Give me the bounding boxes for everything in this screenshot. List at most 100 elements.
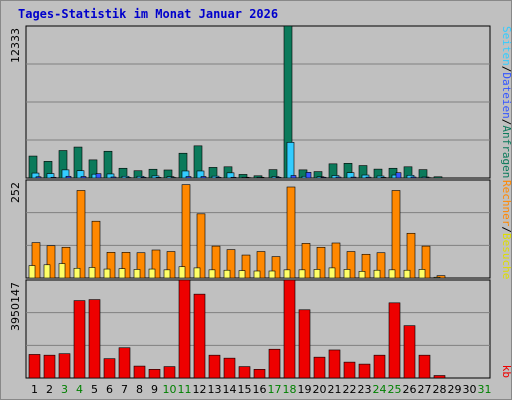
- bar-kb: [193, 293, 206, 379]
- bar-rechner: [316, 246, 326, 279]
- bar-kb: [388, 302, 401, 379]
- legend-entry: Seiten: [500, 26, 512, 66]
- bar-seiten: [350, 176, 357, 179]
- bar-dateien: [346, 172, 355, 179]
- bar-kb: [133, 365, 146, 379]
- x-tick-label: 31: [478, 383, 492, 396]
- bar-besuche: [418, 269, 426, 279]
- bar-seiten: [50, 176, 57, 179]
- bar-besuche: [88, 267, 96, 279]
- x-tick-label: 23: [358, 383, 372, 396]
- x-tick-label: 14: [223, 383, 237, 396]
- bar-kb: [283, 279, 296, 379]
- bar-kb: [208, 354, 221, 379]
- bar-dateien: [151, 175, 160, 179]
- bar-seiten: [155, 177, 162, 179]
- bar-kb: [58, 353, 71, 379]
- legend-entry: /: [500, 66, 512, 73]
- x-axis-labels: 1 2 3 4 5 6 7 8 9 10 11 12 13 14 15 16 17 18 19 20 21 22 23 24 2…: [31, 383, 492, 396]
- bar-kb: [43, 354, 56, 379]
- legend-kb: kb: [500, 365, 512, 378]
- bar-seiten: [290, 175, 297, 179]
- bar-kb: [328, 349, 341, 379]
- x-tick-label: 7: [121, 383, 128, 396]
- x-tick-label: 22: [343, 383, 357, 396]
- panel-visits: 252 Rechner/Besuche: [9, 179, 512, 279]
- bar-seiten: [200, 176, 207, 179]
- bar-rechner: [106, 252, 116, 279]
- bar-besuche: [163, 269, 171, 279]
- bar-besuche: [73, 267, 81, 279]
- bar-seiten: [395, 172, 402, 179]
- bar-seiten: [365, 176, 372, 179]
- legend-entry: /: [500, 119, 512, 126]
- bar-seiten: [335, 176, 342, 179]
- bar-rechner: [361, 253, 371, 279]
- bar-besuche: [373, 269, 381, 279]
- bar-dateien: [406, 174, 415, 179]
- bar-dateien: [286, 142, 295, 179]
- bar-seiten: [185, 176, 192, 179]
- bar-kb: [88, 299, 101, 379]
- bar-seiten: [305, 172, 312, 179]
- bar-besuche: [28, 265, 36, 279]
- bar-seiten: [110, 176, 117, 179]
- bar-rechner: [376, 252, 386, 279]
- bar-seiten: [230, 176, 237, 179]
- bar-rechner: [46, 245, 56, 279]
- bar-kb: [73, 300, 86, 379]
- bar-rechner: [286, 186, 296, 279]
- bar-kb: [223, 357, 236, 379]
- bar-dateien: [361, 174, 370, 179]
- bar-kb: [163, 366, 176, 379]
- bar-rechner: [76, 190, 86, 279]
- bar-besuche: [148, 268, 156, 279]
- bar-rechner: [301, 243, 311, 279]
- x-tick-label: 18: [283, 383, 297, 396]
- bar-seiten: [410, 176, 417, 179]
- legend-entry: Anfragen: [500, 125, 512, 178]
- bar-besuche: [118, 268, 126, 279]
- bar-kb: [358, 363, 371, 379]
- x-tick-label: 11: [178, 383, 192, 396]
- bar-besuche: [178, 266, 186, 279]
- legend-entry: /: [500, 226, 512, 233]
- bar-dateien: [181, 170, 190, 179]
- x-tick-label: 30: [463, 383, 477, 396]
- bar-besuche: [388, 269, 396, 279]
- bar-besuche: [328, 267, 336, 279]
- bar-rechner: [151, 249, 161, 279]
- x-tick-label: 26: [403, 383, 417, 396]
- bar-rechner: [391, 190, 401, 279]
- bar-rechner: [181, 184, 191, 279]
- bar-dateien: [106, 173, 115, 179]
- bar-kb: [373, 354, 386, 379]
- bar-kb: [433, 375, 446, 379]
- bar-besuche: [253, 270, 261, 279]
- x-tick-label: 28: [433, 383, 447, 396]
- bar-dateien: [121, 175, 130, 179]
- bar-seiten: [320, 176, 327, 179]
- bar-rechner: [406, 232, 416, 279]
- bar-dateien: [376, 175, 385, 179]
- bar-rechner: [346, 251, 356, 279]
- x-tick-label: 27: [418, 383, 432, 396]
- x-tick-label: 16: [253, 383, 267, 396]
- bar-kb: [313, 356, 326, 379]
- x-tick-label: 17: [268, 383, 282, 396]
- chart-title: Tages-Statistik im Monat Januar 2026: [18, 7, 278, 21]
- bar-dateien: [226, 172, 235, 179]
- bar-seiten: [140, 176, 147, 179]
- bar-rechner: [31, 242, 41, 279]
- x-tick-label: 5: [91, 383, 98, 396]
- bar-rechner: [436, 275, 446, 279]
- legend-entry: Dateien: [500, 72, 512, 118]
- x-tick-label: 10: [163, 383, 177, 396]
- bar-rechner: [211, 245, 221, 279]
- x-tick-label: 12: [193, 383, 207, 396]
- bar-besuche: [313, 269, 321, 279]
- x-tick-label: 21: [328, 383, 342, 396]
- bar-besuche: [298, 269, 306, 279]
